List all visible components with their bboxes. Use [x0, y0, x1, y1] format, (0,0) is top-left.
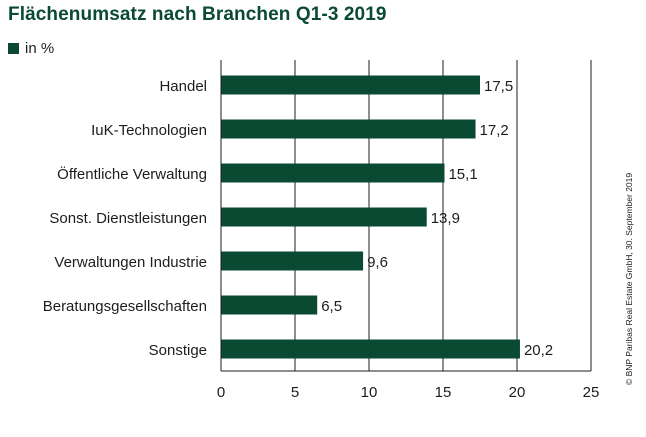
x-tick-label-0: 0 [217, 384, 225, 401]
value-label-1: 17,2 [480, 122, 509, 139]
bar-0 [221, 75, 480, 95]
x-tick-label-10: 10 [361, 384, 378, 401]
category-label-6: Sonstige [149, 342, 207, 359]
x-tick-label-15: 15 [435, 384, 452, 401]
value-label-0: 17,5 [484, 78, 513, 95]
chart-title: Flächenumsatz nach Branchen Q1-3 2019 [8, 4, 387, 25]
bar-4 [221, 251, 364, 271]
legend: in % [8, 40, 54, 57]
bar-1 [221, 119, 476, 139]
value-label-4: 9,6 [367, 254, 388, 271]
copyright-credit: © BNP Paribas Real Estate GmbH, 30. Sept… [624, 172, 634, 385]
bar-6 [221, 339, 520, 359]
category-label-4: Verwaltungen Industrie [54, 254, 207, 271]
x-tick-label-20: 20 [509, 384, 526, 401]
bar-3 [221, 207, 427, 227]
legend-label: in % [25, 40, 55, 57]
category-label-0: Handel [159, 78, 207, 95]
category-label-5: Beratungsgesellschaften [43, 298, 207, 315]
value-label-5: 6,5 [321, 298, 342, 315]
value-label-3: 13,9 [431, 210, 460, 227]
category-label-3: Sonst. Dienstleistungen [49, 210, 207, 227]
category-label-2: Öffentliche Verwaltung [57, 165, 207, 183]
x-tick-label-5: 5 [291, 384, 299, 401]
bar-2 [221, 163, 445, 183]
x-tick-label-25: 25 [583, 384, 600, 401]
value-label-6: 20,2 [524, 342, 553, 359]
category-label-1: IuK-Technologien [91, 122, 207, 139]
value-label-2: 15,1 [448, 166, 477, 183]
legend-swatch [8, 43, 19, 54]
bar-5 [221, 295, 318, 315]
